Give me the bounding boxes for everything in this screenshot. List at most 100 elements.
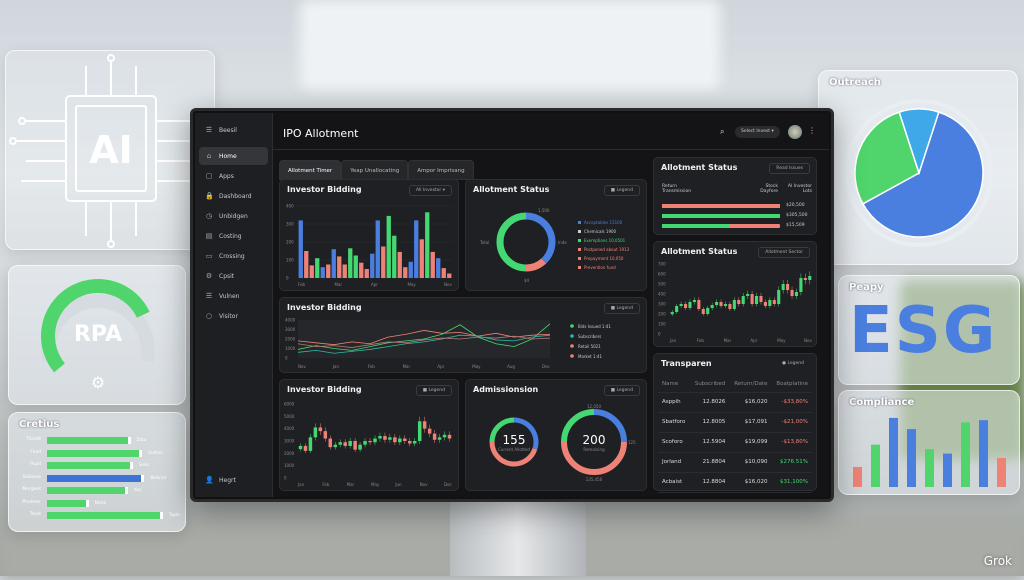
bar-value: Data [136,437,147,442]
donut-label-top: 1,500 [538,208,550,213]
y-tick-label: 500 [658,282,666,287]
avatar[interactable] [788,125,802,139]
legend-button[interactable]: ■ Legend [603,303,640,314]
sidebar-item-apps[interactable]: ▢ Apps [199,167,268,185]
candle [417,421,422,441]
candle [378,436,382,439]
bar [348,248,353,278]
sector-button[interactable]: Allotment Sector [758,247,810,258]
user-icon: 👤 [205,476,214,484]
cretius-row: Tickett Data [15,435,179,448]
pie-slice [861,111,984,238]
candle [388,437,392,440]
legend-button[interactable]: ■ Legend [603,185,640,196]
y-tick-label: 100 [286,258,294,263]
y-tick-label: 4000 [285,318,296,323]
gauge-sub: Current Allotted [498,447,530,452]
candle [777,290,781,304]
card-title: Investor Bidding [287,303,362,312]
column-header: Stock Dayfore [760,184,778,194]
bar-fill [47,462,133,469]
bar-label: Mergent [22,487,41,492]
bar-fill [47,474,145,482]
legend-button[interactable]: ■ Legend [415,385,452,396]
gauge-slice [489,441,538,467]
investor-filter-button[interactable]: All Investor ▾ [408,185,452,196]
table-cell: 12.8005 [690,411,730,432]
sidebar-item-vulnen[interactable]: ☰ Vulnen [199,287,268,305]
candle [348,441,352,446]
status-row: $15,509 [662,222,810,231]
tab-2[interactable]: Yeap Unallocating [341,160,409,180]
menu-button[interactable]: ☰ Beesil [199,121,268,139]
sidebar-item-label: Dashboard [219,192,252,200]
table-cell: $10,090 [729,451,772,472]
sidebar-item-crossing[interactable]: ▭ Crossing [199,247,268,265]
candle [432,433,437,440]
bar-label: Pupil [30,462,41,467]
legend-label: Postponed about 1913 [584,247,630,252]
more-icon[interactable]: ⋮ [808,126,816,135]
table-cell: $16,020 [729,471,772,492]
watermark: Grok [983,554,1012,568]
x-tick-label: Jan [297,482,305,487]
rpa-panel: RPA ⚙ [8,265,186,405]
candle [403,438,407,441]
search-icon[interactable]: ⌕ [720,127,725,136]
column-header: Al Investor Lots [787,184,812,194]
column-header: Return Transmission [662,184,692,194]
table-cell: Asppih [658,391,690,412]
candle [763,302,767,306]
sidebar-item-dashboard[interactable]: 🔒 Dashboard [199,187,268,205]
sidebar-item-unbidgen[interactable]: ◷ Unbidgen [199,207,268,225]
table-row[interactable]: Aczgr52.8896$13,089$15,081% [658,491,812,497]
candle [683,304,688,308]
candle [790,290,794,296]
table-row[interactable]: Sbatforo 12.8005 $17,091 -$21,00% [658,411,812,432]
compliance-bar [997,458,1006,487]
candle [323,431,328,439]
candle [715,302,719,305]
legend-label: Prevention fund [584,265,616,270]
bar [392,235,397,278]
legend-label: Subscribers [578,334,601,339]
sidebar-item-home[interactable]: ⌂ Home [199,147,268,165]
table-row[interactable]: Asppih 12.8026 $16,020 -$33,80% [658,391,812,412]
table-row[interactable]: Scoforo 12.5904 $19,099 -$13,80% [658,431,812,452]
sidebar-footer[interactable]: 👤 Hegrt [199,471,242,489]
table-row[interactable]: Jorland 21.8804 $10,090 $276.51% [658,451,812,472]
x-tick-label: Nov [298,364,306,369]
cretius-row: Mergent Key [15,485,179,498]
tab-1[interactable]: Allotment Timer [279,160,342,180]
candle [732,300,736,309]
x-tick-label: Dec [444,482,452,487]
progress-fill [662,224,731,228]
candle [373,438,377,443]
bar-value: Key [134,487,142,492]
table-cell: -$13,80% [771,431,812,452]
filter-dropdown[interactable]: Select Invest ▾ [735,126,780,138]
y-tick-label: 400 [286,204,294,209]
legend-label: Bids Issued 1:41 [578,324,611,329]
tab-3[interactable]: Ampor Imprisang [408,160,474,180]
table-cell: $17,091 [729,411,772,432]
circle-icon: ○ [205,312,213,320]
button-label: Allotment Sector [765,250,803,255]
legend-button[interactable]: ■ Legend [603,385,640,396]
series-line [297,323,551,351]
legend-button[interactable]: ● Legend [782,361,804,366]
read-issues-button[interactable]: Read Issues [769,163,810,174]
candle [442,434,447,438]
gauge-value: 155 [503,433,526,447]
table-row[interactable]: Acbaist 12.8804 $16,020 $31,100% [658,471,812,492]
sidebar-item-costing[interactable]: ▤ Costing [199,227,268,245]
esg-panel: Peapy ESG [838,275,1020,385]
sidebar-item-cpsit[interactable]: ⚙ Cpsit [199,267,268,285]
outreach-panel: Outreach [818,70,1018,265]
gauge-label-top: 12,050 [587,404,601,409]
column-header: Name [662,380,679,387]
esg-title: Peapy [849,282,884,293]
investor-bidding-bar-card: Investor Bidding All Investor ▾ 0 100 200 3… [279,179,459,291]
y-tick-label: 2000 [284,451,295,456]
sidebar-item-visitor[interactable]: ○ Visitor [199,307,268,325]
